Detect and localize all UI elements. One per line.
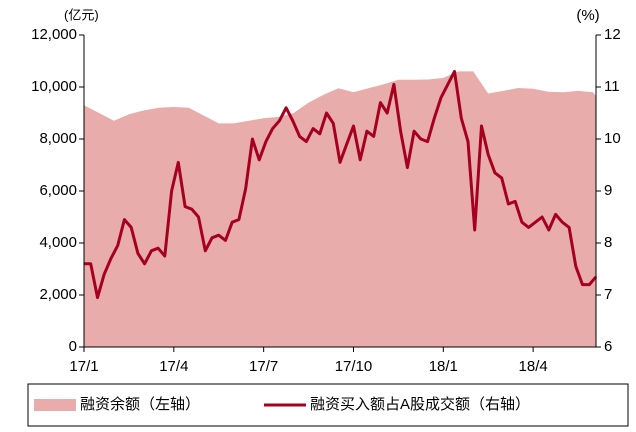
- y2-tick-label: 12: [604, 26, 621, 43]
- legend-label: 融资余额（左轴）: [80, 395, 200, 413]
- y-tick-label: 12,000: [31, 26, 77, 43]
- legend-label: 融资买入额占A股成交额（右轴）: [310, 395, 530, 413]
- legend-box: [27, 383, 629, 427]
- y-tick-label: 2,000: [39, 286, 77, 303]
- y-tick-label: 8,000: [39, 130, 77, 147]
- y-tick-label: 4,000: [39, 234, 77, 251]
- y-unit: (亿元): [64, 7, 99, 22]
- x-tick-label: 18/4: [519, 358, 548, 375]
- x-tick-label: 17/10: [335, 358, 373, 375]
- legend-swatch: [34, 399, 76, 411]
- y2-unit: (%): [576, 7, 599, 24]
- x-tick-label: 17/4: [159, 358, 188, 375]
- x-tick-label: 18/1: [429, 358, 458, 375]
- y2-tick-label: 7: [604, 286, 612, 303]
- y2-tick-label: 6: [604, 338, 612, 355]
- y2-tick-label: 10: [604, 130, 621, 147]
- y2-tick-label: 11: [604, 78, 620, 95]
- line: [84, 69, 598, 300]
- y-tick-label: 0: [69, 338, 77, 355]
- y2-tick-label: 8: [604, 234, 612, 251]
- y2-tick-label: 9: [604, 182, 612, 199]
- x-tick-label: 17/1: [69, 358, 98, 375]
- y-tick-label: 6,000: [39, 182, 77, 199]
- x-tick-label: 17/7: [249, 358, 278, 375]
- y-tick-label: 10,000: [31, 78, 77, 95]
